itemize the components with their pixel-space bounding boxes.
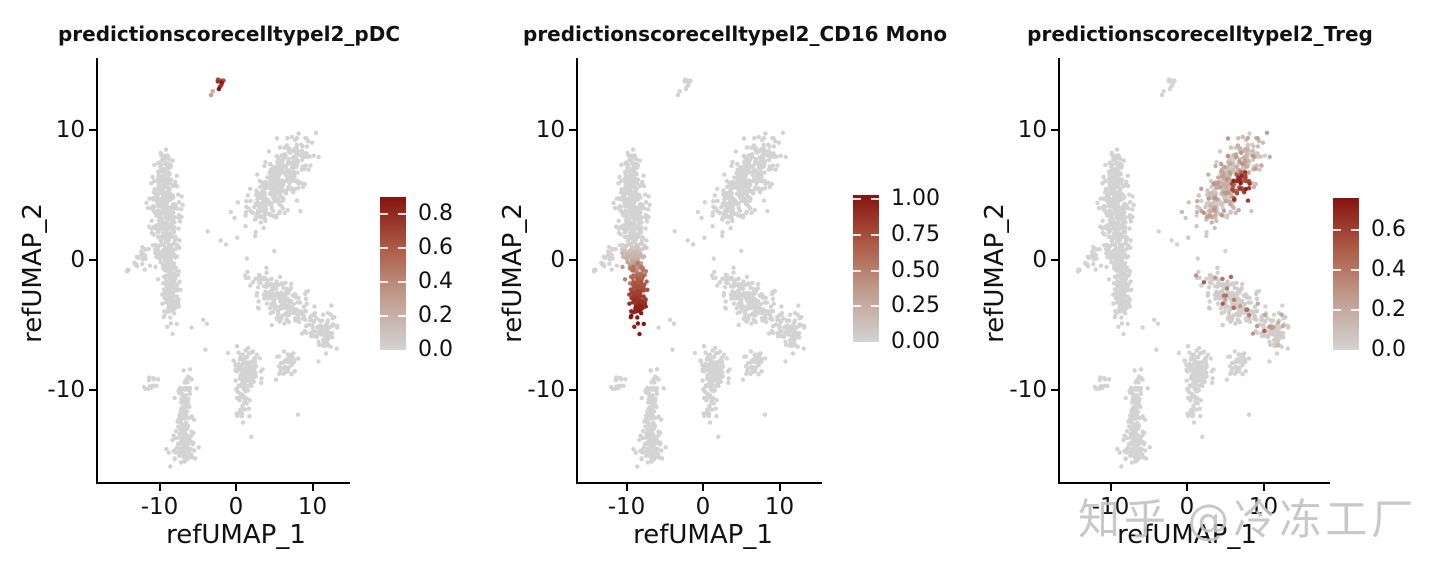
panel-cd16-mono-x-tick-label: -10	[607, 494, 646, 520]
panel-cd16-mono-colorbar	[853, 195, 879, 342]
panel-pdc-y-tick	[89, 389, 96, 391]
panel-treg-x-label: refUMAP_1	[1117, 520, 1257, 550]
panel-pdc-colorbar-label: 0.6	[418, 235, 453, 260]
panel-treg-x-tick-label: 0	[1179, 494, 1195, 520]
panel-cd16-mono-colorbar-label: 0.25	[891, 293, 940, 319]
panel-treg-y-tick	[1051, 259, 1058, 261]
panel-cd16-mono-x-tick	[702, 484, 704, 491]
panel-title-cd16-mono: predictionscorecelltypel2_CD16 Mono	[523, 22, 948, 46]
panel-treg-colorbar-label: 0.6	[1371, 217, 1406, 242]
panel-pdc-colorbar-label: 0.4	[418, 269, 453, 294]
panel-treg-scatter	[1075, 77, 1291, 469]
panel-pdc-y-axis	[96, 58, 98, 484]
panel-cd16-mono-y-tick	[569, 129, 576, 131]
panel-pdc-colorbar-tick	[398, 213, 406, 215]
panel-treg-y-tick	[1051, 389, 1058, 391]
panel-cd16-mono-x-tick	[625, 484, 628, 491]
panel-pdc-y-label: refUMAP_2	[18, 203, 48, 343]
panel-pdc-colorbar-tick	[380, 281, 388, 283]
panel-pdc-x-tick-label: 0	[228, 494, 244, 520]
panel-pdc-x-tick-label: -10	[140, 494, 179, 520]
panel-pdc-colorbar-tick	[398, 281, 406, 283]
panel-treg-colorbar-tick	[1351, 229, 1359, 231]
panel-title-pdc: predictionscorecelltypel2_pDC	[57, 22, 401, 46]
panel-pdc-x-axis	[96, 482, 350, 484]
panel-cd16-mono-colorbar-label: 0.50	[891, 257, 940, 283]
panel-treg-x-axis	[1058, 482, 1330, 484]
panel-treg-colorbar-tick	[1351, 309, 1359, 311]
panel-pdc-y-tick	[89, 129, 96, 131]
panel-treg-y-tick-label: -10	[1009, 377, 1047, 403]
panel-treg-colorbar-label: 0.2	[1371, 297, 1406, 322]
panel-pdc-colorbar-tick	[380, 213, 388, 215]
panel-cd16-mono-colorbar-tick	[853, 198, 861, 200]
panel-treg-colorbar-tick	[1351, 269, 1359, 271]
panel-cd16-mono-colorbar-tick	[871, 270, 879, 272]
panel-pdc-scatter	[124, 77, 340, 469]
panel-treg-y-tick-label: 0	[1032, 247, 1047, 273]
panel-treg-x-tick	[1109, 484, 1112, 491]
panel-treg-y-tick	[1051, 129, 1058, 131]
panel-treg-x-tick-label: -10	[1091, 494, 1130, 520]
panel-cd16-mono-y-axis	[576, 58, 578, 484]
panel-pdc-x-tick	[311, 484, 314, 491]
panel-treg-y-label: refUMAP_2	[980, 203, 1010, 343]
panel-treg-colorbar	[1333, 198, 1359, 350]
panel-cd16-mono-x-axis	[576, 482, 822, 484]
panel-cd16-mono-colorbar-tick	[853, 270, 861, 272]
panel-pdc-x-tick	[158, 484, 161, 491]
panel-cd16-mono-colorbar-label: 0.75	[891, 221, 940, 247]
panel-pdc-colorbar-tick	[398, 247, 406, 249]
panel-cd16-mono-colorbar-tick	[871, 305, 879, 307]
panel-pdc-colorbar-tick	[380, 247, 388, 249]
panel-cd16-mono-colorbar-label: 0.00	[891, 329, 940, 354]
panel-treg-colorbar-label: 0.0	[1371, 337, 1406, 362]
panel-treg-colorbar-label: 0.4	[1371, 257, 1406, 282]
panel-pdc-x-tick-label: 10	[297, 494, 328, 520]
panel-cd16-mono-y-tick	[569, 259, 576, 261]
panel-cd16-mono-x-label: refUMAP_1	[633, 520, 773, 550]
panel-pdc-colorbar-tick	[398, 315, 406, 317]
watermark: 知乎 @冷冻工厂	[1078, 495, 1418, 544]
panel-pdc-colorbar-label: 0.8	[418, 201, 453, 226]
panel-cd16-mono-x-tick-label: 0	[695, 494, 711, 520]
panel-pdc-y-tick-label: 10	[55, 117, 85, 143]
panel-treg-y-axis	[1058, 58, 1060, 484]
panel-cd16-mono-x-tick-label: 10	[764, 494, 795, 520]
panel-cd16-mono-y-tick	[569, 389, 576, 391]
panel-title-treg: predictionscorecelltypel2_Treg	[1027, 22, 1373, 46]
panel-cd16-mono-y-tick-label: -10	[527, 377, 565, 403]
panel-pdc-x-label: refUMAP_1	[166, 520, 306, 550]
panel-cd16-mono-colorbar-tick	[871, 234, 879, 236]
panel-cd16-mono-y-tick-label: 0	[550, 247, 565, 273]
panel-treg-x-tick	[1186, 484, 1188, 491]
panel-treg-colorbar-tick	[1333, 309, 1341, 311]
panel-pdc-colorbar-tick	[380, 315, 388, 317]
panel-pdc-y-tick-label: 0	[70, 247, 85, 273]
panel-treg-colorbar-tick	[1333, 229, 1341, 231]
panel-pdc-colorbar	[380, 197, 406, 350]
panel-cd16-mono-y-label: refUMAP_2	[498, 203, 528, 343]
panel-cd16-mono-colorbar-label: 1.00	[891, 186, 940, 212]
panel-cd16-mono-colorbar-tick	[853, 305, 861, 307]
panel-pdc-x-tick	[235, 484, 237, 491]
panel-cd16-mono-colorbar-tick	[871, 198, 879, 200]
panel-cd16-mono-scatter	[591, 77, 807, 469]
panel-treg-x-tick-label: 10	[1248, 494, 1279, 520]
panel-treg-x-tick	[1262, 484, 1265, 491]
panel-cd16-mono-y-tick-label: 10	[535, 117, 565, 143]
panel-treg-colorbar-tick	[1333, 269, 1341, 271]
panel-treg-y-tick-label: 10	[1017, 117, 1047, 143]
panel-pdc-colorbar-label: 0.0	[418, 337, 453, 362]
panel-pdc-colorbar-label: 0.2	[418, 303, 453, 328]
panel-pdc-y-tick-label: -10	[47, 377, 85, 403]
panel-cd16-mono-colorbar-tick	[853, 234, 861, 236]
panel-pdc-y-tick	[89, 259, 96, 261]
panel-cd16-mono-x-tick	[778, 484, 781, 491]
